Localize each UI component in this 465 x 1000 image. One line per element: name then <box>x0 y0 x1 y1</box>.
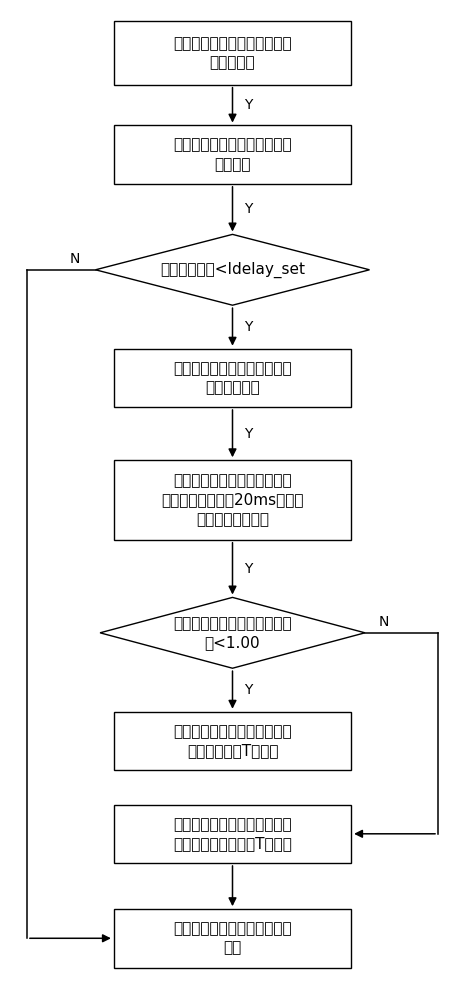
Text: 故障电流最小端测距结果标幺
值<1.00: 故障电流最小端测距结果标幺 值<1.00 <box>173 616 292 650</box>
Text: 最小故障电流<Idelay_set: 最小故障电流<Idelay_set <box>160 262 305 278</box>
FancyBboxPatch shape <box>114 460 351 540</box>
FancyBboxPatch shape <box>114 125 351 184</box>
FancyBboxPatch shape <box>114 21 351 85</box>
Text: N: N <box>379 615 389 629</box>
Text: 保护动作后比较各大电源端的
故障电流: 保护动作后比较各大电源端的 故障电流 <box>173 138 292 172</box>
Text: 故障点靠近另两端，结合选区
结果，记录故障点离T点距离: 故障点靠近另两端，结合选区 结果，记录故障点离T点距离 <box>173 817 292 851</box>
Text: 故障电流最小端延时切除，其
它端快速切除: 故障电流最小端延时切除，其 它端快速切除 <box>173 361 292 395</box>
Polygon shape <box>100 597 365 668</box>
FancyBboxPatch shape <box>114 805 351 863</box>
Text: Y: Y <box>244 683 252 697</box>
Text: 通过弱馈控制字识别各端是否
包含大电源: 通过弱馈控制字识别各端是否 包含大电源 <box>173 36 292 70</box>
Text: 三端快速跳闸，采样传统阻抗
测距: 三端快速跳闸，采样传统阻抗 测距 <box>173 921 292 955</box>
FancyBboxPatch shape <box>114 712 351 770</box>
Text: Y: Y <box>244 320 252 334</box>
Text: Y: Y <box>244 562 252 576</box>
Text: Y: Y <box>244 202 252 216</box>
FancyBboxPatch shape <box>114 909 351 968</box>
Text: Y: Y <box>244 98 252 112</box>
Text: Y: Y <box>244 427 252 441</box>
Text: 故障电流最小端收到另两端故
障切除信号后延时20ms切除故
障，完成故障测距: 故障电流最小端收到另两端故 障切除信号后延时20ms切除故 障，完成故障测距 <box>161 473 304 527</box>
Text: N: N <box>70 252 80 266</box>
FancyBboxPatch shape <box>114 349 351 407</box>
Text: 故障点靠近故障电流最小端，
记录故障点离T点距离: 故障点靠近故障电流最小端， 记录故障点离T点距离 <box>173 724 292 758</box>
Polygon shape <box>95 234 370 305</box>
